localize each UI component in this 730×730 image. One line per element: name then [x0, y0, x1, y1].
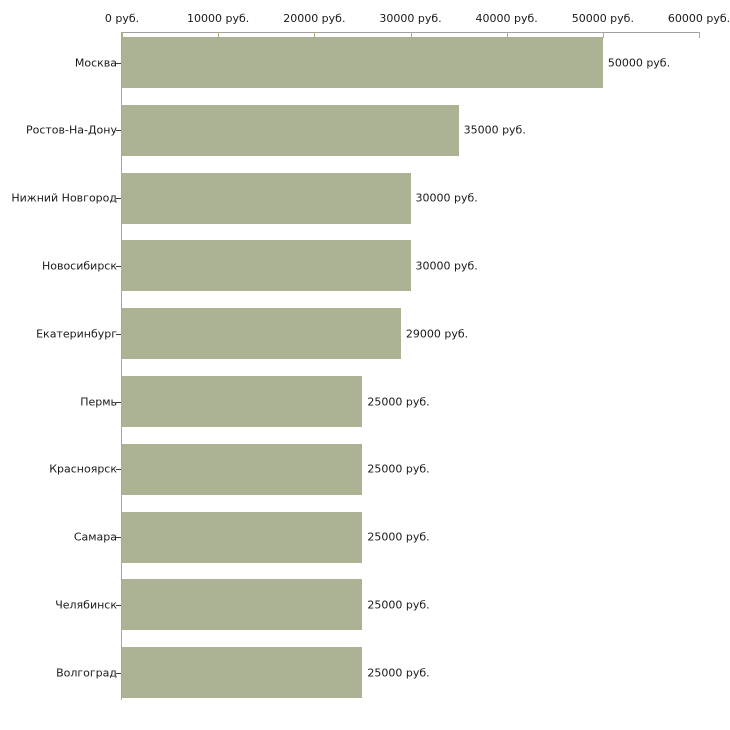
category-label: Москва: [74, 56, 117, 69]
bar-value-label: 25000 руб.: [367, 395, 430, 408]
y-axis-tick: [116, 469, 121, 470]
bar[interactable]: [122, 37, 603, 88]
x-axis-tick: [699, 32, 700, 38]
category-label: Челябинск: [55, 598, 117, 612]
bar-value-label: 25000 руб.: [367, 666, 430, 680]
x-axis-tick-label: 40000 руб.: [475, 12, 538, 25]
bar[interactable]: [122, 104, 459, 156]
y-axis-tick: [116, 198, 121, 199]
bar-value-label: 30000 руб.: [415, 191, 478, 205]
bar-value-label: 25000 руб.: [367, 598, 430, 612]
bar-value-label: 30000 руб.: [415, 259, 478, 273]
x-axis-tick-label: 60000 руб.: [667, 12, 730, 25]
x-axis-tick-label: 50000 руб.: [571, 12, 634, 25]
bar[interactable]: [122, 240, 411, 292]
x-axis-tick-label: 20000 руб.: [283, 12, 346, 25]
y-axis-tick: [116, 266, 121, 267]
bar[interactable]: [122, 308, 401, 360]
x-axis-tick-label: 0 руб.: [104, 12, 140, 25]
bar-value-label: 25000 руб.: [367, 462, 430, 476]
bar-value-label: 50000 руб.: [607, 56, 671, 69]
bar[interactable]: [122, 647, 363, 699]
y-axis-tick: [116, 130, 121, 131]
y-axis-tick: [116, 605, 121, 606]
bar-value-label: 29000 руб.: [405, 327, 469, 341]
x-axis-tick-label: 30000 руб.: [379, 12, 442, 25]
x-axis-tick-label: 10000 руб.: [187, 12, 250, 25]
x-axis-tick: [507, 32, 508, 38]
y-axis-tick: [116, 537, 121, 538]
category-label: Пермь: [80, 395, 117, 408]
category-label: Нижний Новгород: [11, 191, 117, 205]
x-axis-tick: [603, 32, 604, 38]
category-label: Волгоград: [56, 666, 117, 680]
category-label: Ростов-На-Дону: [25, 123, 117, 137]
y-axis-tick: [116, 402, 121, 403]
x-axis-tick: [218, 32, 219, 38]
y-axis-tick: [116, 673, 121, 674]
x-axis-tick: [314, 32, 315, 38]
y-axis-tick: [116, 334, 121, 335]
bar[interactable]: [122, 376, 363, 427]
x-axis-tick: [122, 32, 123, 38]
category-label: Красноярск: [49, 462, 117, 476]
x-axis-tick: [411, 32, 412, 38]
bar[interactable]: [122, 579, 363, 631]
bar[interactable]: [122, 172, 411, 224]
bar[interactable]: [122, 511, 363, 563]
category-label: Новосибирск: [41, 259, 117, 273]
bar-value-label: 25000 руб.: [367, 530, 430, 544]
y-axis-tick: [116, 63, 121, 64]
bar-value-label: 35000 руб.: [463, 123, 526, 137]
y-axis-line: [121, 32, 122, 700]
x-axis-line: [122, 32, 699, 33]
category-label: Самара: [73, 530, 117, 544]
bar[interactable]: [122, 443, 363, 495]
category-label: Екатеринбург: [36, 327, 117, 341]
